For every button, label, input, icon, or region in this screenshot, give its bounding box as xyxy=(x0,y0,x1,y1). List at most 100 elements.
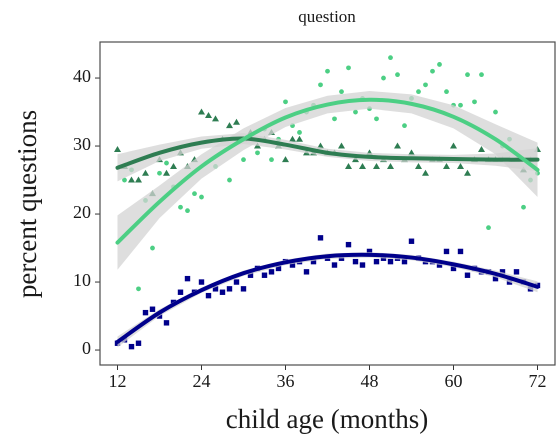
point xyxy=(387,162,394,169)
y-tick-label: 10 xyxy=(73,270,91,290)
point xyxy=(212,286,219,292)
point xyxy=(233,118,240,125)
point xyxy=(457,162,464,169)
point xyxy=(388,55,393,61)
point xyxy=(136,286,141,292)
point xyxy=(444,89,449,95)
point xyxy=(135,176,142,183)
point xyxy=(303,269,310,275)
point xyxy=(192,191,197,197)
point xyxy=(157,170,162,176)
point xyxy=(268,269,275,275)
point xyxy=(205,292,212,299)
point xyxy=(163,169,170,176)
point xyxy=(395,72,400,78)
point xyxy=(255,150,260,156)
point xyxy=(149,306,156,312)
point xyxy=(114,145,121,152)
point xyxy=(219,289,226,295)
point xyxy=(332,116,337,122)
point xyxy=(394,142,401,149)
point xyxy=(353,109,358,115)
point xyxy=(472,99,477,105)
smooth-line xyxy=(115,252,540,344)
point xyxy=(408,149,415,156)
point xyxy=(345,162,352,169)
point xyxy=(128,343,135,350)
point xyxy=(325,68,330,74)
point xyxy=(359,162,366,169)
point xyxy=(261,272,268,278)
point xyxy=(226,122,233,129)
x-tick-label: 72 xyxy=(529,371,547,391)
point xyxy=(205,111,212,118)
point xyxy=(450,265,457,272)
point xyxy=(373,162,380,169)
point xyxy=(283,99,288,105)
y-tick-label: 0 xyxy=(82,338,91,358)
point xyxy=(478,145,485,152)
point xyxy=(289,135,296,142)
point xyxy=(184,275,191,282)
point xyxy=(415,162,422,169)
point xyxy=(408,238,415,244)
point xyxy=(486,225,491,231)
point xyxy=(387,258,394,265)
y-axis-title: percent questions xyxy=(12,110,42,298)
point xyxy=(499,269,506,275)
point xyxy=(226,286,233,292)
point xyxy=(339,89,344,95)
point xyxy=(521,204,526,210)
point xyxy=(227,177,232,183)
point xyxy=(492,275,499,282)
point xyxy=(443,248,450,255)
point xyxy=(142,169,149,176)
point xyxy=(458,102,463,108)
point xyxy=(296,135,303,142)
point xyxy=(416,89,421,95)
point xyxy=(275,265,282,272)
point xyxy=(318,82,323,88)
point xyxy=(366,248,373,255)
smooth-line xyxy=(115,136,540,170)
y-tick-label: 30 xyxy=(73,134,91,154)
point xyxy=(359,262,366,268)
point xyxy=(352,258,359,265)
point xyxy=(178,204,183,210)
x-tick-label: 60 xyxy=(445,371,463,391)
point xyxy=(177,289,184,295)
point xyxy=(289,262,296,268)
point xyxy=(422,169,429,176)
point xyxy=(443,162,450,169)
point xyxy=(381,75,386,81)
chart-title: question xyxy=(298,7,356,26)
x-tick-label: 12 xyxy=(109,371,127,391)
point xyxy=(142,309,149,316)
point xyxy=(450,142,457,149)
point xyxy=(135,340,142,346)
point xyxy=(212,115,219,122)
y-tick-label: 40 xyxy=(73,66,91,86)
point xyxy=(374,116,379,122)
point xyxy=(282,156,289,163)
point xyxy=(513,269,520,275)
point xyxy=(269,157,274,163)
point xyxy=(310,258,317,265)
point xyxy=(464,272,471,278)
point xyxy=(436,262,443,268)
point xyxy=(457,248,464,255)
point xyxy=(373,258,380,265)
point xyxy=(437,62,442,67)
point xyxy=(401,258,408,265)
point xyxy=(128,176,135,183)
x-tick-label: 36 xyxy=(277,371,295,391)
point xyxy=(170,162,177,169)
y-tick-label: 20 xyxy=(73,202,91,222)
smooth-line xyxy=(115,97,540,245)
point xyxy=(199,194,204,200)
point xyxy=(198,279,205,285)
point xyxy=(423,82,428,88)
x-tick-label: 24 xyxy=(193,371,211,391)
point xyxy=(338,142,345,149)
point xyxy=(402,123,407,129)
